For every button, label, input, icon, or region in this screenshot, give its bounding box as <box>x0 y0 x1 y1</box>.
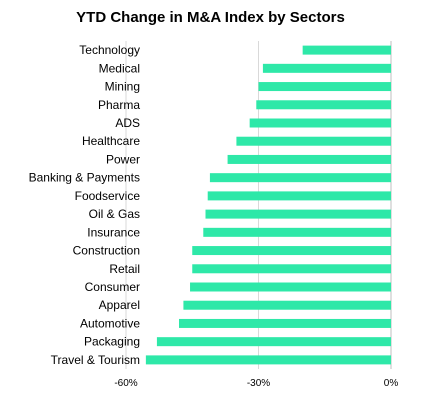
bars <box>145 45 391 365</box>
bar <box>190 282 391 292</box>
category-label: Mining <box>105 80 140 94</box>
category-label: Banking & Payments <box>29 171 140 185</box>
bar <box>262 63 391 73</box>
bar <box>192 246 391 256</box>
bar <box>209 173 391 183</box>
bar <box>258 82 391 92</box>
category-labels: Technology Medical Mining Pharma ADS Healthca… <box>29 43 141 367</box>
bar <box>249 118 391 128</box>
x-tick-label: -60% <box>114 378 137 389</box>
category-label: Pharma <box>98 98 140 112</box>
bar <box>256 100 391 110</box>
category-label: Technology <box>79 43 140 57</box>
bar <box>145 355 391 365</box>
category-label: Oil & Gas <box>89 207 140 221</box>
category-label: ADS <box>115 116 140 130</box>
category-label: Construction <box>73 244 140 258</box>
bar <box>192 264 391 274</box>
bar <box>156 337 391 347</box>
bar <box>203 227 391 237</box>
category-label: Consumer <box>85 280 140 294</box>
category-label: Retail <box>109 262 140 276</box>
category-label: Medical <box>99 61 140 75</box>
gridlines <box>125 41 392 369</box>
category-label: Travel & Tourism <box>51 353 140 367</box>
category-label: Power <box>106 152 140 166</box>
bar <box>236 136 391 146</box>
bar <box>183 300 391 310</box>
x-tick-labels: -60% -30% 0% <box>114 378 398 389</box>
category-label: Insurance <box>87 225 140 239</box>
bar <box>179 318 391 328</box>
category-label: Foodservice <box>75 189 141 203</box>
chart-title: YTD Change in M&A Index by Sectors <box>76 9 345 26</box>
bar <box>205 209 391 219</box>
category-label: Automotive <box>80 316 140 330</box>
x-tick-label: -30% <box>247 378 270 389</box>
bar <box>207 191 391 201</box>
x-tick-label: 0% <box>384 378 399 389</box>
bar <box>227 154 391 164</box>
bar <box>302 45 391 55</box>
category-label: Packaging <box>84 335 140 349</box>
category-label: Apparel <box>99 298 140 312</box>
category-label: Healthcare <box>82 134 140 148</box>
